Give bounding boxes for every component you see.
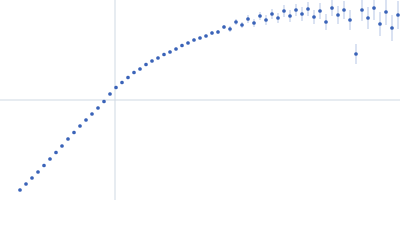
data-point <box>42 163 46 168</box>
data-point <box>300 12 304 16</box>
data-point <box>108 92 112 96</box>
data-point <box>36 170 40 174</box>
data-point <box>282 9 286 13</box>
data-point <box>150 59 154 63</box>
data-point <box>276 16 280 20</box>
data-point <box>288 14 292 18</box>
data-point <box>384 10 388 14</box>
data-point <box>96 106 100 110</box>
data-point <box>72 130 76 135</box>
data-point <box>90 112 94 116</box>
data-point <box>48 157 52 161</box>
data-point <box>258 14 262 18</box>
data-point <box>204 34 208 38</box>
data-point <box>390 26 394 30</box>
data-point <box>246 17 250 21</box>
data-point <box>84 118 88 122</box>
data-point <box>228 27 232 31</box>
data-point <box>132 70 136 75</box>
data-point <box>252 21 256 25</box>
data-point <box>294 8 298 12</box>
data-point <box>78 124 82 128</box>
data-point <box>372 6 376 10</box>
data-point <box>102 99 106 104</box>
data-point <box>348 18 352 22</box>
data-point <box>366 16 370 20</box>
data-point <box>54 150 58 155</box>
data-point <box>126 75 130 80</box>
data-point <box>174 47 178 51</box>
page: {"chart_data": {"type": "scatter", "xlim… <box>0 0 400 200</box>
data-point <box>156 56 160 60</box>
data-point <box>264 18 268 22</box>
chart <box>0 0 400 200</box>
data-point <box>342 8 346 12</box>
data-point <box>336 13 340 17</box>
data-point <box>120 80 124 85</box>
data-point <box>306 7 310 11</box>
data-point <box>330 6 334 10</box>
data-point <box>396 13 400 17</box>
data-point <box>24 182 28 186</box>
data-point <box>312 15 316 19</box>
data-point <box>114 85 118 90</box>
data-point <box>378 22 382 26</box>
data-point <box>192 38 196 42</box>
data-point <box>66 137 70 141</box>
data-point <box>180 43 184 48</box>
data-point <box>270 12 274 16</box>
data-point <box>18 188 22 192</box>
data-point <box>198 36 202 40</box>
data-point <box>318 9 322 13</box>
data-point <box>186 41 190 45</box>
data-point <box>60 144 64 148</box>
data-point <box>162 52 166 57</box>
data-point <box>324 20 328 24</box>
data-point <box>222 25 226 29</box>
data-point <box>144 62 148 67</box>
data-point <box>360 8 364 12</box>
data-point <box>30 176 34 180</box>
data-point <box>216 30 220 34</box>
data-point <box>234 20 238 24</box>
data-point <box>168 50 172 54</box>
data-point <box>138 67 142 71</box>
data-point <box>354 52 358 56</box>
data-point <box>210 31 214 35</box>
data-point <box>240 23 244 27</box>
